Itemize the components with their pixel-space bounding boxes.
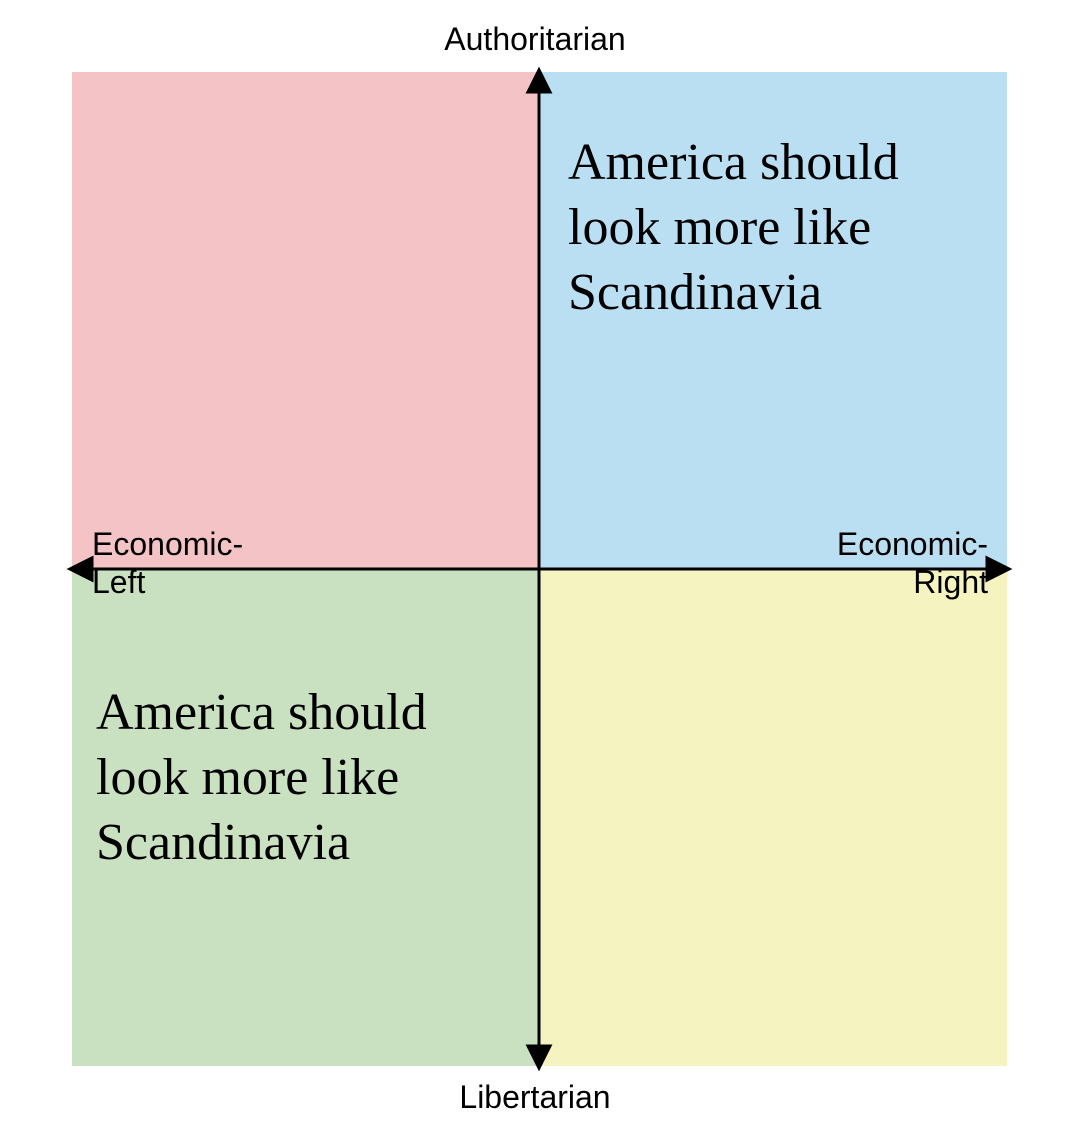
axis-label-left-line1: Economic- bbox=[92, 526, 243, 562]
quadrant-top-right-text: America should look more like Scandinavi… bbox=[568, 130, 988, 325]
political-compass: Authoritarian Libertarian Economic- Left… bbox=[0, 0, 1070, 1138]
axis-label-left: Economic- Left bbox=[92, 525, 243, 602]
axis-label-top: Authoritarian bbox=[0, 20, 1070, 58]
axis-label-bottom: Libertarian bbox=[0, 1078, 1070, 1116]
axis-label-right: Economic- Right bbox=[837, 525, 988, 602]
axis-label-right-line1: Economic- bbox=[837, 526, 988, 562]
axis-label-left-line2: Left bbox=[92, 564, 145, 600]
axis-label-right-line2: Right bbox=[913, 564, 988, 600]
quadrant-bottom-left-text: America should look more like Scandinavi… bbox=[96, 680, 516, 875]
